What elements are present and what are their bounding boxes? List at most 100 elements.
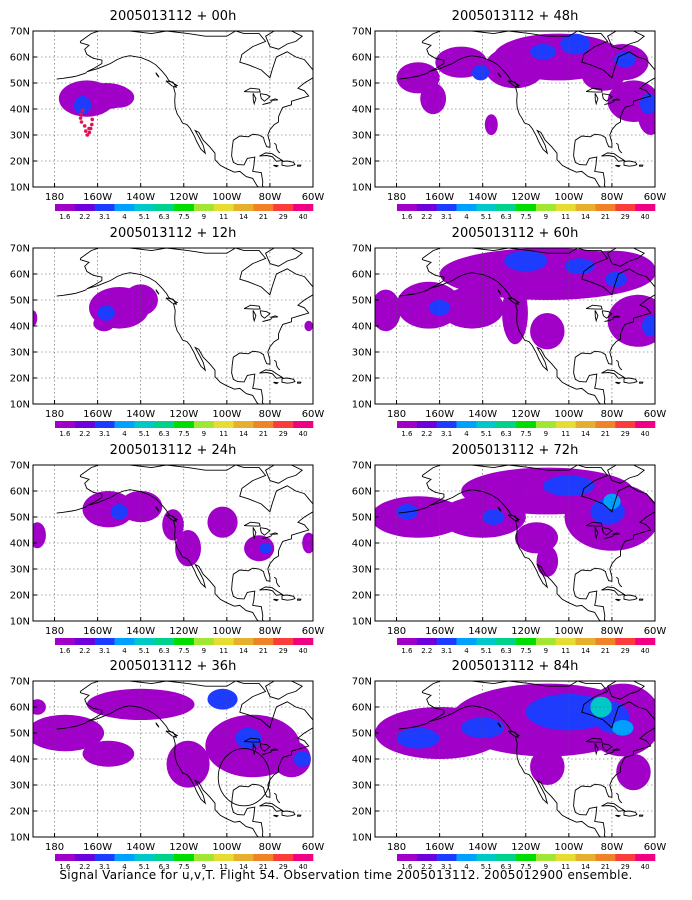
colorbar-label: 6.3 [159, 213, 170, 221]
colorbar-swatch [293, 854, 314, 861]
colorbar: 1.6 2.2 3.1 4 5.1 6.3 7.5 9 11 14 21 29 40 [397, 204, 656, 221]
colorbar-label: 9 [202, 430, 206, 438]
colorbar-label: 11 [561, 430, 570, 438]
lat-tick-label: 10N [10, 833, 30, 844]
colorbar-swatch [615, 854, 636, 861]
colorbar-swatch [635, 204, 656, 211]
colorbar-label: 6.3 [159, 863, 170, 871]
colorbar-swatch [635, 421, 656, 428]
colorbar-label: 9 [544, 647, 548, 655]
colorbar-swatch [535, 421, 557, 428]
colorbar-label: 21 [601, 863, 610, 871]
variance-contour [530, 313, 565, 350]
colorbar-label: 14 [239, 213, 248, 221]
colorbar-label: 7.5 [520, 430, 531, 438]
colorbar-label: 5.1 [139, 430, 150, 438]
colorbar-swatch [233, 204, 254, 211]
colorbar-label: 3.1 [99, 863, 110, 871]
lat-tick-label: 30N [352, 131, 372, 142]
variance-contour [530, 44, 556, 60]
lon-tick-label: 180 [387, 409, 406, 420]
plot-area [375, 465, 655, 621]
lat-tick-label: 30N [10, 131, 30, 142]
panel-title: 2005013112 + 84h [452, 659, 579, 674]
variance-contour [259, 543, 273, 554]
colorbar: 1.6 2.2 3.1 4 5.1 6.3 7.5 9 11 14 21 29 40 [397, 854, 656, 871]
lat-tick-label: 20N [10, 807, 30, 818]
variance-contour [33, 714, 105, 752]
lat-tick-label: 70N [10, 677, 30, 688]
plot-area [33, 31, 313, 187]
colorbar: 1.6 2.2 3.1 4 5.1 6.3 7.5 9 11 14 21 29 40 [55, 854, 314, 871]
colorbar-label: 11 [219, 213, 228, 221]
colorbar-label: 2.2 [421, 213, 432, 221]
lat-tick-label: 70N [352, 244, 372, 255]
colorbar-label: 9 [202, 863, 206, 871]
variance-contour [119, 491, 163, 523]
panel-title: 2005013112 + 36h [110, 659, 237, 674]
panel-title: 2005013112 + 24h [110, 443, 237, 458]
lon-tick-label: 100W [212, 192, 241, 203]
colorbar-label: 7.5 [178, 647, 189, 655]
colorbar-swatch [496, 421, 517, 428]
lat-tick-label: 10N [10, 183, 30, 194]
colorbar-label: 21 [259, 430, 268, 438]
colorbar-label: 3.1 [441, 863, 452, 871]
colorbar-swatch [233, 854, 254, 861]
colorbar-label: 11 [219, 430, 228, 438]
colorbar-swatch [555, 854, 576, 861]
lon-tick-label: 120W [169, 626, 198, 637]
colorbar-label: 9 [544, 430, 548, 438]
lon-tick-label: 160W [425, 626, 454, 637]
variance-contour [616, 753, 651, 791]
colorbar-label: 3.1 [441, 647, 452, 655]
colorbar-label: 21 [259, 863, 268, 871]
colorbar-swatch [273, 421, 294, 428]
lat-tick-label: 40N [352, 755, 372, 766]
colorbar-swatch [273, 638, 294, 645]
lat-tick-label: 40N [10, 755, 30, 766]
colorbar-swatch [74, 638, 95, 645]
lat-tick-label: 40N [352, 322, 372, 333]
colorbar-swatch [74, 421, 95, 428]
colorbar-swatch [253, 638, 274, 645]
colorbar-swatch [535, 204, 557, 211]
lon-tick-label: 80W [601, 626, 624, 637]
colorbar-swatch [476, 204, 497, 211]
colorbar-swatch [535, 638, 557, 645]
variance-contour [502, 281, 528, 345]
variance-contour [590, 696, 612, 718]
colorbar-swatch [233, 638, 254, 645]
colorbar-label: 7.5 [178, 213, 189, 221]
lat-tick-label: 40N [10, 105, 30, 116]
colorbar-swatch [134, 638, 155, 645]
plot-area [33, 681, 313, 837]
colorbar-label: 29 [621, 647, 630, 655]
lat-tick-label: 60N [352, 270, 372, 281]
variance-contour [73, 96, 92, 115]
colorbar-label: 4 [122, 213, 127, 221]
colorbar-swatch [416, 204, 437, 211]
colorbar-swatch [595, 638, 616, 645]
colorbar-label: 14 [239, 430, 248, 438]
colorbar-label: 7.5 [520, 213, 531, 221]
colorbar-swatch [174, 854, 195, 861]
lat-tick-label: 30N [352, 781, 372, 792]
map-panels: 2005013112 + 00h 70N 60N 50N 40N 30N 20N 10N 180… [10, 9, 667, 871]
lat-tick-label: 30N [352, 565, 372, 576]
lon-tick-label: 140W [468, 192, 497, 203]
lon-tick-label: 100W [554, 842, 583, 853]
colorbar-label: 40 [641, 863, 650, 871]
lat-tick-label: 50N [10, 729, 30, 740]
variance-contour [525, 694, 612, 731]
colorbar-swatch [416, 854, 437, 861]
colorbar-swatch [595, 204, 616, 211]
colorbar-swatch [595, 421, 616, 428]
colorbar-swatch [94, 854, 115, 861]
lon-tick-label: 140W [126, 626, 155, 637]
colorbar-swatch [213, 638, 234, 645]
colorbar-swatch [55, 204, 76, 211]
colorbar-label: 14 [239, 647, 248, 655]
lon-tick-label: 60W [302, 192, 325, 203]
lon-tick-label: 140W [468, 842, 497, 853]
